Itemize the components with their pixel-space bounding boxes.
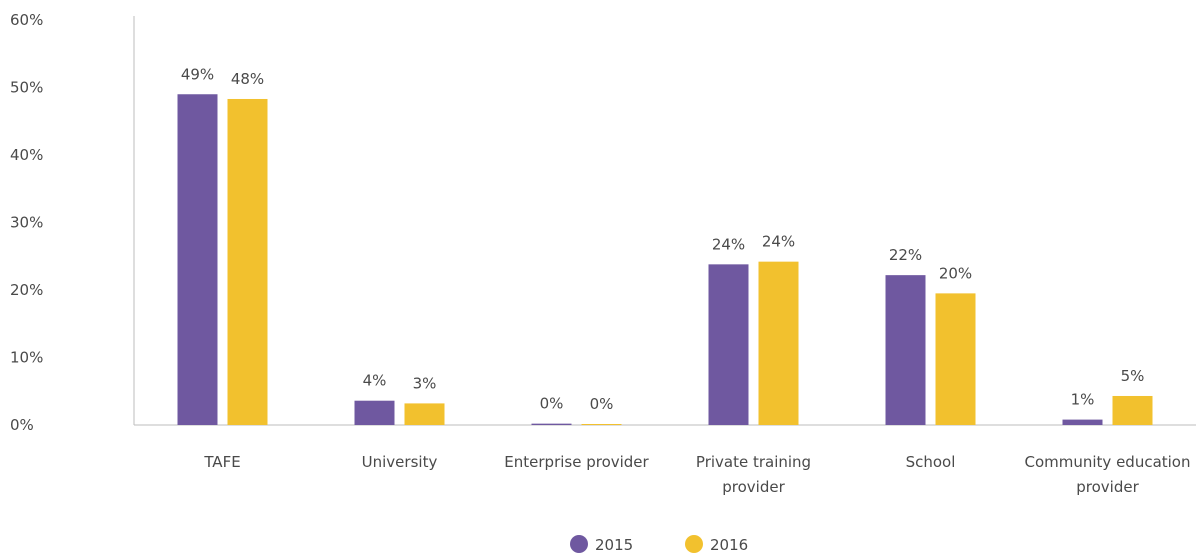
- y-tick-label: 0%: [10, 416, 34, 434]
- y-tick-label: 20%: [10, 281, 43, 299]
- x-tick-label: School: [906, 453, 956, 471]
- data-label: 49%: [181, 65, 214, 83]
- bar: [581, 424, 622, 425]
- y-axis: 0% 10% 20% 30% 40% 50% 60%: [10, 11, 1196, 434]
- x-tick-label: Enterprise provider: [504, 453, 649, 471]
- legend-label: 2015: [595, 536, 633, 554]
- x-tick-label: TAFE: [203, 453, 240, 471]
- data-label: 5%: [1121, 367, 1145, 385]
- x-tick-label: provider: [722, 478, 785, 496]
- data-label: 1%: [1071, 391, 1095, 409]
- data-label: 0%: [540, 395, 564, 413]
- data-label: 24%: [762, 233, 795, 251]
- y-tick-label: 30%: [10, 214, 43, 232]
- bar: [227, 98, 268, 425]
- bar: [758, 261, 799, 425]
- data-label: 22%: [889, 246, 922, 264]
- y-tick-label: 40%: [10, 146, 43, 164]
- y-tick-label: 50%: [10, 79, 43, 97]
- legend-label: 2016: [710, 536, 748, 554]
- bar: [1112, 395, 1153, 425]
- bar: [708, 264, 749, 425]
- category-labels: TAFE University Enterprise provider Private…: [203, 453, 1190, 496]
- bar: [885, 275, 926, 425]
- y-tick-label: 10%: [10, 349, 43, 367]
- legend-marker: [570, 535, 588, 553]
- data-label: 3%: [413, 374, 437, 392]
- x-tick-label: Private training: [696, 453, 811, 471]
- y-tick-label: 60%: [10, 11, 43, 29]
- x-tick-label: provider: [1076, 478, 1139, 496]
- data-label: 48%: [231, 70, 264, 88]
- x-tick-label: University: [362, 453, 438, 471]
- data-label: 24%: [712, 235, 745, 253]
- data-labels: 49% 48% 4% 3% 0% 0% 24% 24% 22% 20% 1% 5%: [181, 65, 1145, 413]
- x-tick-label: Community education: [1024, 453, 1190, 471]
- legend: 2015 2016: [570, 535, 748, 554]
- data-label: 0%: [590, 395, 614, 413]
- data-label: 20%: [939, 264, 972, 282]
- bar: [531, 423, 572, 425]
- bars: [177, 94, 1153, 425]
- bar: [354, 400, 395, 425]
- data-label: 4%: [363, 372, 387, 390]
- legend-marker: [685, 535, 703, 553]
- bar: [404, 403, 445, 425]
- bar: [177, 94, 218, 425]
- bar: [1062, 419, 1103, 425]
- bar: [935, 293, 976, 425]
